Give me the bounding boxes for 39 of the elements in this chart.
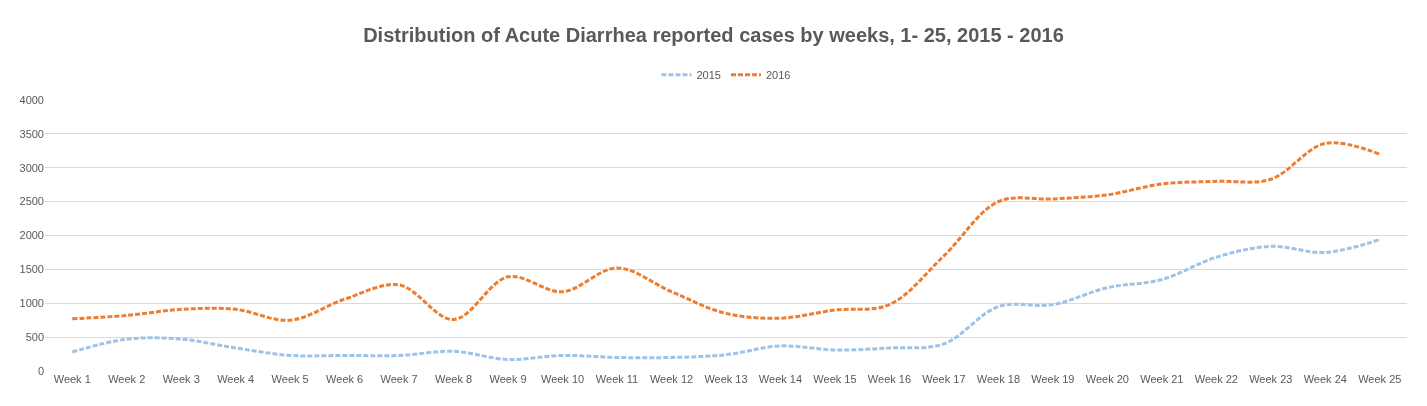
line-series xyxy=(70,238,1382,361)
x-tick-label: Week 7 xyxy=(380,373,418,385)
x-tick-label: Week 20 xyxy=(1085,373,1129,385)
x-tick-label: Week 17 xyxy=(922,373,966,385)
y-tick-label: 3000 xyxy=(19,161,44,174)
legend-label: 2015 xyxy=(696,68,721,81)
x-tick-label: Week 5 xyxy=(271,373,309,385)
x-tick-label: Week 25 xyxy=(1358,373,1402,385)
x-tick-label: Week 10 xyxy=(540,373,585,385)
x-tick-label: Week 12 xyxy=(649,373,694,385)
x-tick-label: Week 15 xyxy=(813,373,857,385)
x-tick-label: Week 21 xyxy=(1140,373,1184,385)
x-tick-label: Week 4 xyxy=(217,373,255,385)
x-tick-label: Week 22 xyxy=(1194,373,1238,385)
x-tick-label: Week 2 xyxy=(108,373,146,385)
x-tick-label: Week 14 xyxy=(758,373,803,385)
chart-title: Distribution of Acute Diarrhea reported cases by weeks, 1- 25, 2015 - 2016 xyxy=(363,24,1064,47)
y-tick-label: 1500 xyxy=(19,263,44,276)
y-tick-label: 500 xyxy=(25,330,44,343)
y-tick-label: 2000 xyxy=(19,229,44,242)
y-tick-label: 4000 xyxy=(19,93,44,106)
legend-label: 2016 xyxy=(765,68,791,81)
x-tick-label: Week 24 xyxy=(1303,373,1347,385)
y-tick-label: 0 xyxy=(37,364,44,377)
y-tick-label: 3500 xyxy=(19,127,44,140)
x-tick-label: Week 13 xyxy=(704,373,748,385)
y-tick-label: 2500 xyxy=(19,195,44,208)
x-tick-label: Week 11 xyxy=(595,373,639,385)
y-tick-label: 1000 xyxy=(19,297,44,310)
line-series xyxy=(70,141,1382,322)
x-tick-label: Week 19 xyxy=(1031,373,1075,385)
x-tick-label: Week 9 xyxy=(489,373,527,385)
x-tick-label: Week 3 xyxy=(162,373,200,385)
x-tick-label: Week 23 xyxy=(1249,373,1293,385)
x-tick-label: Week 18 xyxy=(976,373,1021,385)
x-tick-label: Week 1 xyxy=(53,373,91,385)
x-tick-label: Week 16 xyxy=(867,373,912,385)
x-tick-label: Week 6 xyxy=(326,373,364,385)
x-tick-label: Week 8 xyxy=(435,373,473,385)
